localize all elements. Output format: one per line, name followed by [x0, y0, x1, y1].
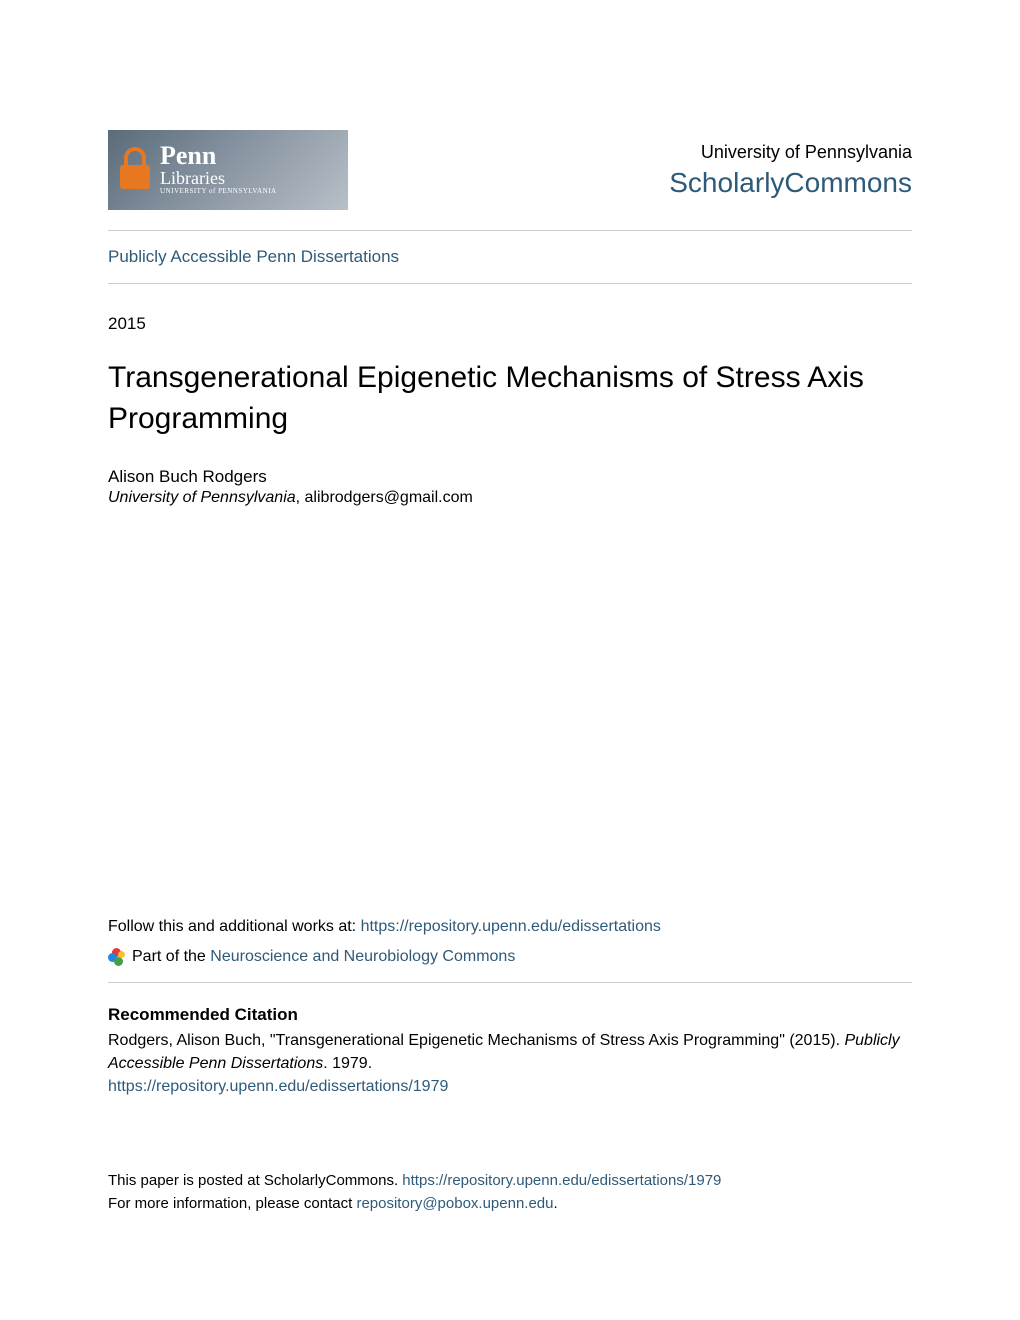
commons-network-icon [108, 948, 126, 966]
citation-url[interactable]: https://repository.upenn.edu/edissertati… [108, 1078, 448, 1095]
footer-contact-prefix: For more information, please contact [108, 1195, 356, 1212]
citation-title: "Transgenerational Epigenetic Mechanisms… [270, 1032, 785, 1049]
repository-link[interactable]: https://repository.upenn.edu/edissertati… [361, 918, 661, 935]
publication-year: 2015 [108, 314, 912, 334]
citation-year: (2015). [785, 1032, 845, 1049]
university-block: University of Pennsylvania ScholarlyComm… [669, 142, 912, 199]
penn-libraries-logo[interactable]: Penn Libraries UNIVERSITY of PENNSYLVANI… [108, 130, 348, 210]
open-lock-icon [118, 147, 152, 193]
divider [108, 283, 912, 284]
logo-line1: Penn [160, 143, 277, 169]
affiliation-separator: , [296, 489, 305, 506]
citation-author: Rodgers, Alison Buch, [108, 1032, 270, 1049]
divider [108, 230, 912, 231]
author-affiliation: University of Pennsylvania, alibrodgers@… [108, 489, 912, 507]
logo-text: Penn Libraries UNIVERSITY of PENNSYLVANI… [160, 143, 277, 197]
footer-posted-link[interactable]: https://repository.upenn.edu/edissertati… [402, 1172, 721, 1189]
footer-contact-suffix: . [553, 1195, 557, 1212]
collection-link[interactable]: Publicly Accessible Penn Dissertations [108, 247, 399, 266]
citation-text: Rodgers, Alison Buch, "Transgenerational… [108, 1029, 912, 1099]
paper-title: Transgenerational Epigenetic Mechanisms … [108, 358, 912, 439]
footer: This paper is posted at ScholarlyCommons… [108, 1170, 912, 1215]
logo-line3: UNIVERSITY of PENNSYLVANIA [160, 187, 277, 197]
scholarlycommons-link[interactable]: ScholarlyCommons [669, 167, 912, 198]
partof-prefix: Part of the [132, 948, 210, 965]
logo-line2: Libraries [160, 169, 277, 187]
citation-number: . 1979. [323, 1055, 372, 1072]
author-email: alibrodgers@gmail.com [305, 489, 473, 506]
university-name: University of Pennsylvania [669, 142, 912, 163]
affiliation-text: University of Pennsylvania [108, 489, 296, 506]
commons-link[interactable]: Neuroscience and Neurobiology Commons [210, 948, 515, 965]
follow-works: Follow this and additional works at: htt… [108, 918, 912, 936]
part-of-commons: Part of the Neuroscience and Neurobiolog… [108, 948, 912, 966]
divider [108, 982, 912, 983]
header: Penn Libraries UNIVERSITY of PENNSYLVANI… [108, 130, 912, 210]
footer-contact-email[interactable]: repository@pobox.upenn.edu [356, 1195, 553, 1212]
author-name: Alison Buch Rodgers [108, 467, 912, 487]
follow-prefix: Follow this and additional works at: [108, 918, 361, 935]
recommended-citation-heading: Recommended Citation [108, 1005, 912, 1025]
footer-posted-prefix: This paper is posted at ScholarlyCommons… [108, 1172, 402, 1189]
